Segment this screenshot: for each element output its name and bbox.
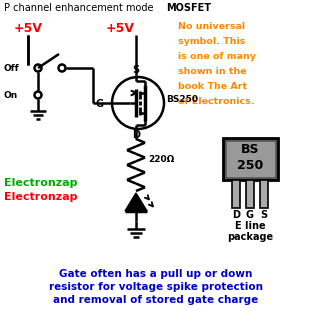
Text: Electronzap: Electronzap [4,192,78,202]
Text: of Electronics.: of Electronics. [178,97,254,106]
Bar [260,180,268,208]
Text: 250: 250 [237,159,263,172]
Bar [246,180,254,208]
Text: +5V: +5V [14,22,43,35]
Text: and removal of stored gate charge: and removal of stored gate charge [54,295,259,305]
Text: On: On [3,91,17,100]
Text: +5V: +5V [106,22,135,35]
Text: Off: Off [3,64,19,73]
Bar [232,180,240,208]
Text: P channel enhancement mode: P channel enhancement mode [4,3,156,13]
Text: shown in the: shown in the [178,67,247,76]
Text: Gate often has a pull up or down: Gate often has a pull up or down [59,269,253,279]
Text: BS250: BS250 [166,95,198,104]
Text: MOSFET: MOSFET [166,3,211,13]
Text: is one of many: is one of many [178,52,256,61]
Text: package: package [227,232,273,242]
Text: 220Ω: 220Ω [148,155,174,164]
Bar [227,142,274,176]
Bar [223,138,278,180]
Text: G: G [96,99,104,109]
Text: G: G [246,210,254,220]
Text: S: S [132,65,140,75]
Text: symbol. This: symbol. This [178,37,245,46]
Text: S: S [260,210,268,220]
Text: D: D [232,210,240,220]
Polygon shape [125,193,147,211]
Text: BS: BS [241,143,259,156]
Text: No universal: No universal [178,22,245,31]
Text: E line: E line [235,221,265,231]
Text: resistor for voltage spike protection: resistor for voltage spike protection [49,282,263,292]
Text: book The Art: book The Art [178,82,247,91]
Text: Electronzap: Electronzap [4,178,78,188]
Text: D: D [132,130,140,140]
